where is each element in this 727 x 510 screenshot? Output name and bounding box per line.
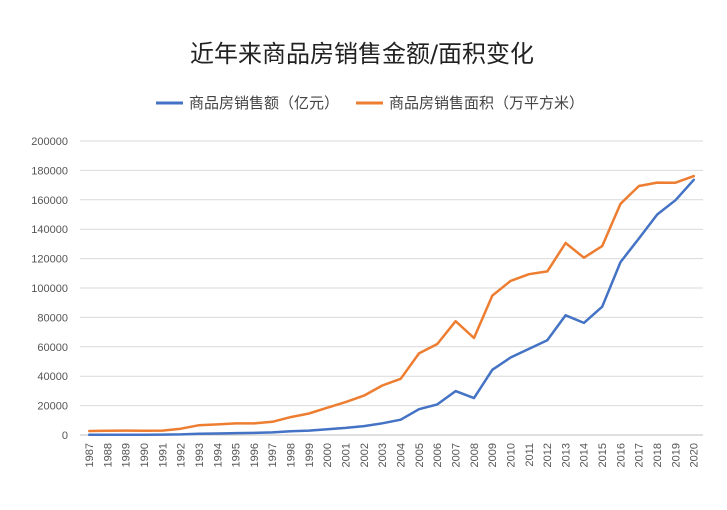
x-axis-tick-labels: 1987 1988 1989 1990 1991 1992 1993 1994 1995 1996… — [84, 443, 701, 467]
x-tick-label: 1996 — [249, 443, 261, 467]
x-tick-label: 1994 — [212, 443, 224, 467]
y-tick-label: 60000 — [37, 342, 68, 354]
x-tick-label: 1997 — [267, 443, 279, 467]
y-tick-label: 120000 — [31, 254, 68, 266]
x-tick-label: 2004 — [396, 443, 408, 467]
x-tick-label: 2010 — [505, 443, 517, 467]
x-tick-label: 2020 — [689, 443, 701, 467]
x-tick-label: 2009 — [487, 443, 499, 467]
x-tick-label: 1995 — [231, 443, 243, 467]
x-tick-label: 1988 — [102, 443, 114, 467]
x-tick-label: 1990 — [139, 443, 151, 467]
x-tick-label: 2006 — [432, 443, 444, 467]
x-tick-label: 2018 — [652, 443, 664, 467]
y-tick-label: 0 — [62, 430, 68, 442]
x-tick-label: 2003 — [377, 443, 389, 467]
x-tick-label: 2005 — [414, 443, 426, 467]
x-tick-label: 2001 — [341, 443, 353, 467]
x-tick-label: 1993 — [194, 443, 206, 467]
x-tick-label: 2002 — [359, 443, 371, 467]
y-tick-label: 80000 — [37, 312, 68, 324]
x-tick-label: 2019 — [670, 443, 682, 467]
x-tick-label: 1991 — [157, 443, 169, 467]
x-tick-label: 2013 — [560, 443, 572, 467]
y-tick-label: 20000 — [37, 401, 68, 413]
series-lines — [87, 174, 696, 437]
y-axis-tick-labels: 0 20000 40000 60000 80000 100000 120000 140000 1… — [31, 136, 68, 442]
legend-label: 商品房销售额（亿元） — [189, 94, 339, 112]
series-line-1 — [87, 178, 696, 437]
y-tick-label: 40000 — [37, 371, 68, 383]
x-tick-label: 1998 — [286, 443, 298, 467]
legend: 商品房销售额（亿元） 商品房销售面积（万平方米） — [156, 94, 584, 112]
x-tick-label: 2015 — [597, 443, 609, 467]
chart-title: 近年来商品房销售金额/面积变化 — [190, 40, 534, 68]
legend-label: 商品房销售面积（万平方米） — [389, 94, 584, 112]
x-tick-label: 1987 — [84, 443, 96, 467]
x-tick-label: 2011 — [524, 443, 536, 467]
y-tick-label: 100000 — [31, 283, 68, 295]
x-tick-label: 2000 — [322, 443, 334, 467]
x-tick-label: 1999 — [304, 443, 316, 467]
x-tick-label: 2008 — [469, 443, 481, 467]
x-tick-label: 2017 — [634, 443, 646, 467]
x-tick-label: 1992 — [176, 443, 188, 467]
y-tick-label: 140000 — [31, 224, 68, 236]
y-tick-label: 200000 — [31, 136, 68, 148]
y-tick-label: 180000 — [31, 165, 68, 177]
series-line-2 — [87, 174, 696, 433]
x-tick-label: 2014 — [579, 443, 591, 467]
x-tick-label: 1989 — [121, 443, 133, 467]
x-tick-label: 2007 — [450, 443, 462, 467]
x-tick-label: 2016 — [615, 443, 627, 467]
x-tick-label: 2012 — [542, 443, 554, 467]
y-tick-label: 160000 — [31, 195, 68, 207]
